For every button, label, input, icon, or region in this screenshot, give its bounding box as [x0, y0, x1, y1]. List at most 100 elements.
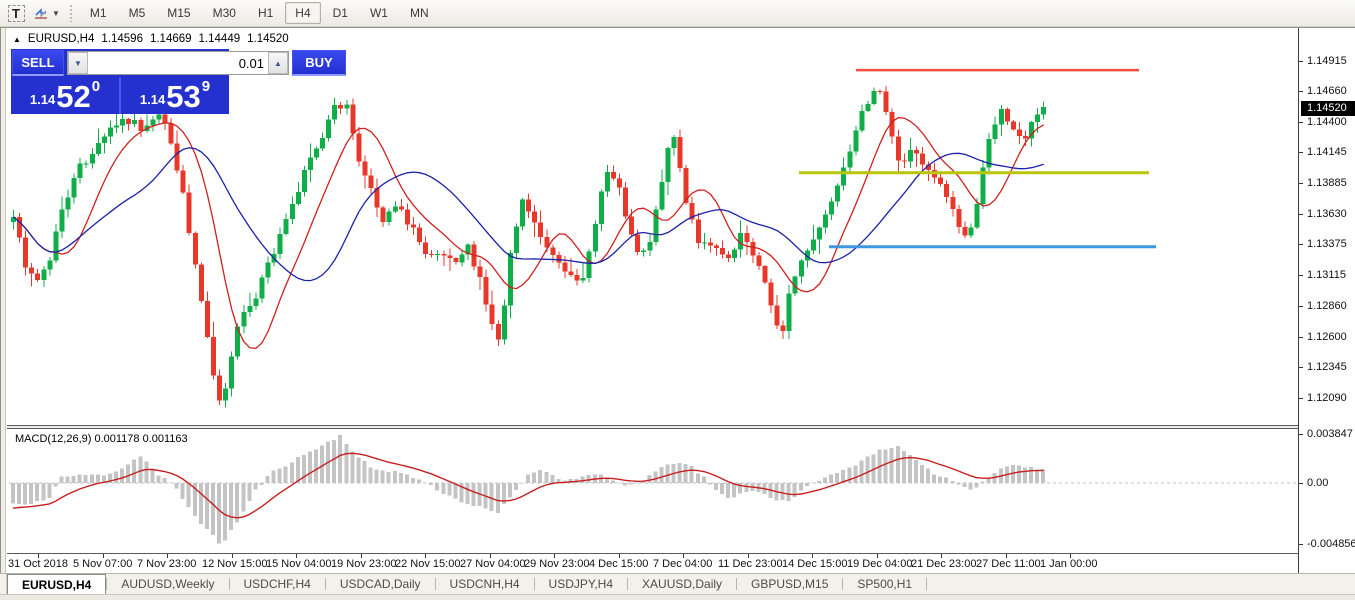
tab-separator [627, 578, 629, 590]
chart-tab-eurusd-h4[interactable]: EURUSD,H4 [7, 574, 107, 594]
price-axis-tick [1299, 152, 1303, 153]
time-tick-label: 7 Dec 04:00 [653, 558, 713, 570]
price-axis[interactable]: 1.14915 1.14660 1.14400 1.14145 1.13885 1.136… [1298, 28, 1355, 573]
time-tick-label: 15 Nov 04:00 [266, 558, 332, 570]
arrows-tool-icon [35, 8, 47, 19]
price-tick-label: 1.12860 [1307, 299, 1347, 312]
buy-price-button[interactable]: 1.14 53 9 [121, 77, 229, 114]
volume-stepper: ▼ ▲ [67, 51, 289, 75]
time-tick-label: 22 Nov 15:00 [395, 558, 461, 570]
timeframe-toolbar: M1 M5 M15 M30 H1 H4 D1 W1 MN [79, 2, 440, 24]
volume-increase-button[interactable]: ▲ [268, 52, 288, 74]
time-tick-label: 5 Nov 07:00 [73, 558, 133, 570]
price-tick-label: 1.12345 [1307, 361, 1347, 374]
tab-separator [106, 578, 108, 590]
time-axis[interactable]: 31 Oct 2018 5 Nov 07:00 7 Nov 23:00 12 Nov … [7, 553, 1298, 573]
chart-tab-gbpusd-m15[interactable]: GBPUSD,M15 [751, 577, 829, 591]
arrows-tool-button[interactable]: ▼ [32, 3, 61, 24]
macd-tick-label: 0.00 [1307, 476, 1329, 489]
text-tool-button[interactable]: T [4, 3, 28, 24]
time-tick-label: 19 Nov 23:00 [331, 558, 397, 570]
time-axis-tick [1070, 554, 1071, 558]
timeframe-button-h4[interactable]: H4 [285, 2, 321, 24]
chart-tab-usdchf-h4[interactable]: USDCHF,H4 [243, 577, 311, 591]
time-tick-label: 27 Nov 04:00 [460, 558, 526, 570]
ohlc-open: 1.14596 [101, 33, 143, 45]
timeframe-button-d1[interactable]: D1 [332, 6, 348, 20]
timeframe-button-mn[interactable]: MN [409, 6, 429, 20]
price-axis-tick [1299, 183, 1303, 184]
timeframe-button-m30[interactable]: M30 [212, 6, 236, 20]
price-axis-tick [1299, 306, 1303, 307]
time-axis-tick [38, 554, 39, 558]
timeframe-button-m15[interactable]: M15 [167, 6, 191, 20]
chart-tab-bar: EURUSD,H4 AUDUSD,Weekly USDCHF,H4 USDCAD,Da… [0, 573, 1355, 594]
timeframe-button-m1[interactable]: M1 [89, 6, 107, 20]
buy-button[interactable]: BUY [292, 50, 346, 76]
price-axis-tick [1299, 122, 1303, 123]
price-tick-label: 1.14145 [1307, 146, 1347, 159]
toolbar-grip[interactable] [68, 4, 73, 22]
chart-tab-usdjpy-h4[interactable]: USDJPY,H4 [548, 577, 614, 591]
price-tick-label: 1.13115 [1307, 269, 1346, 282]
macd-axis-tick [1299, 434, 1303, 435]
ohlc-high: 1.14669 [149, 33, 192, 45]
moving-averages [13, 117, 1045, 349]
toolbar: T ▼ M1 M5 M15 M30 H1 H4 D1 W1 MN [0, 0, 1355, 27]
volume-input[interactable] [88, 52, 268, 74]
timeframe-button-m5[interactable]: M5 [128, 6, 146, 20]
time-axis-tick [103, 554, 104, 558]
price-axis-tick [1299, 214, 1303, 215]
chart-tab-xauusd-daily[interactable]: XAUUSD,Daily [642, 577, 723, 591]
macd-signal-line [12, 452, 1044, 519]
sell-button[interactable]: SELL [12, 50, 64, 76]
time-tick-label: 11 Dec 23:00 [718, 558, 783, 570]
current-price-label: 1.14520 [1301, 100, 1355, 116]
time-tick-label: 21 Dec 23:00 [911, 558, 977, 570]
sell-price-button[interactable]: 1.14 52 0 [11, 77, 121, 114]
time-axis-tick [296, 554, 297, 558]
sell-price-big: 52 [56, 79, 91, 114]
buy-price-sup: 9 [201, 78, 211, 95]
price-tick-label: 1.12090 [1307, 391, 1347, 404]
macd-histogram [11, 435, 1046, 544]
chart-title: ▲ EURUSD,H4 1.14596 1.14669 1.14449 1.14… [13, 33, 289, 45]
timeframe-button-h1[interactable]: H1 [257, 6, 274, 20]
symbol-period-label: EURUSD,H4 [27, 33, 95, 45]
tab-separator [736, 578, 738, 590]
time-axis-tick [619, 554, 620, 558]
macd-indicator-canvas[interactable] [7, 429, 1298, 553]
sell-price-sup: 0 [91, 78, 101, 95]
ohlc-low: 1.14449 [198, 33, 241, 45]
tab-separator [842, 578, 844, 590]
price-tick-label: 1.14915 [1307, 54, 1347, 67]
price-axis-tick [1299, 61, 1303, 62]
text-tool-icon: T [7, 4, 25, 22]
buy-price-small: 1.14 [139, 92, 166, 107]
tab-separator [228, 578, 230, 590]
chart-tab-audusd-weekly[interactable]: AUDUSD,Weekly [121, 577, 215, 591]
macd-tick-label: 0.003847 [1307, 427, 1353, 440]
trade-panel-top-row: SELL ▼ ▲ BUY [11, 49, 346, 77]
time-tick-label: 29 Nov 23:00 [524, 558, 590, 570]
tab-separator [533, 578, 535, 590]
price-tick-label: 1.12600 [1307, 330, 1347, 343]
tab-bar-notch [0, 574, 7, 594]
chart-tab-usdcad-daily[interactable]: USDCAD,Daily [339, 577, 421, 591]
chart-tab-sp500-h1[interactable]: SP500,H1 [857, 577, 913, 591]
time-tick-label: 27 Dec 11:00 [976, 558, 1041, 570]
price-tick-label: 1.13630 [1307, 207, 1347, 220]
price-axis-tick [1299, 367, 1303, 368]
price-tick-label: 1.14660 [1307, 84, 1347, 97]
time-tick-label: 4 Dec 15:00 [589, 558, 649, 570]
pane-splitter[interactable] [7, 425, 1298, 429]
dropdown-caret-icon: ▼ [52, 8, 60, 18]
price-axis-tick [1299, 398, 1303, 399]
candlestick-chart-canvas[interactable] [7, 29, 1298, 425]
volume-decrease-button[interactable]: ▼ [68, 52, 88, 74]
chart-tab-usdcnh-h4[interactable]: USDCNH,H4 [449, 577, 520, 591]
time-axis-tick [554, 554, 555, 558]
timeframe-button-w1[interactable]: W1 [369, 6, 388, 20]
chart-window: ▲ EURUSD,H4 1.14596 1.14669 1.14449 1.14… [0, 27, 1355, 573]
